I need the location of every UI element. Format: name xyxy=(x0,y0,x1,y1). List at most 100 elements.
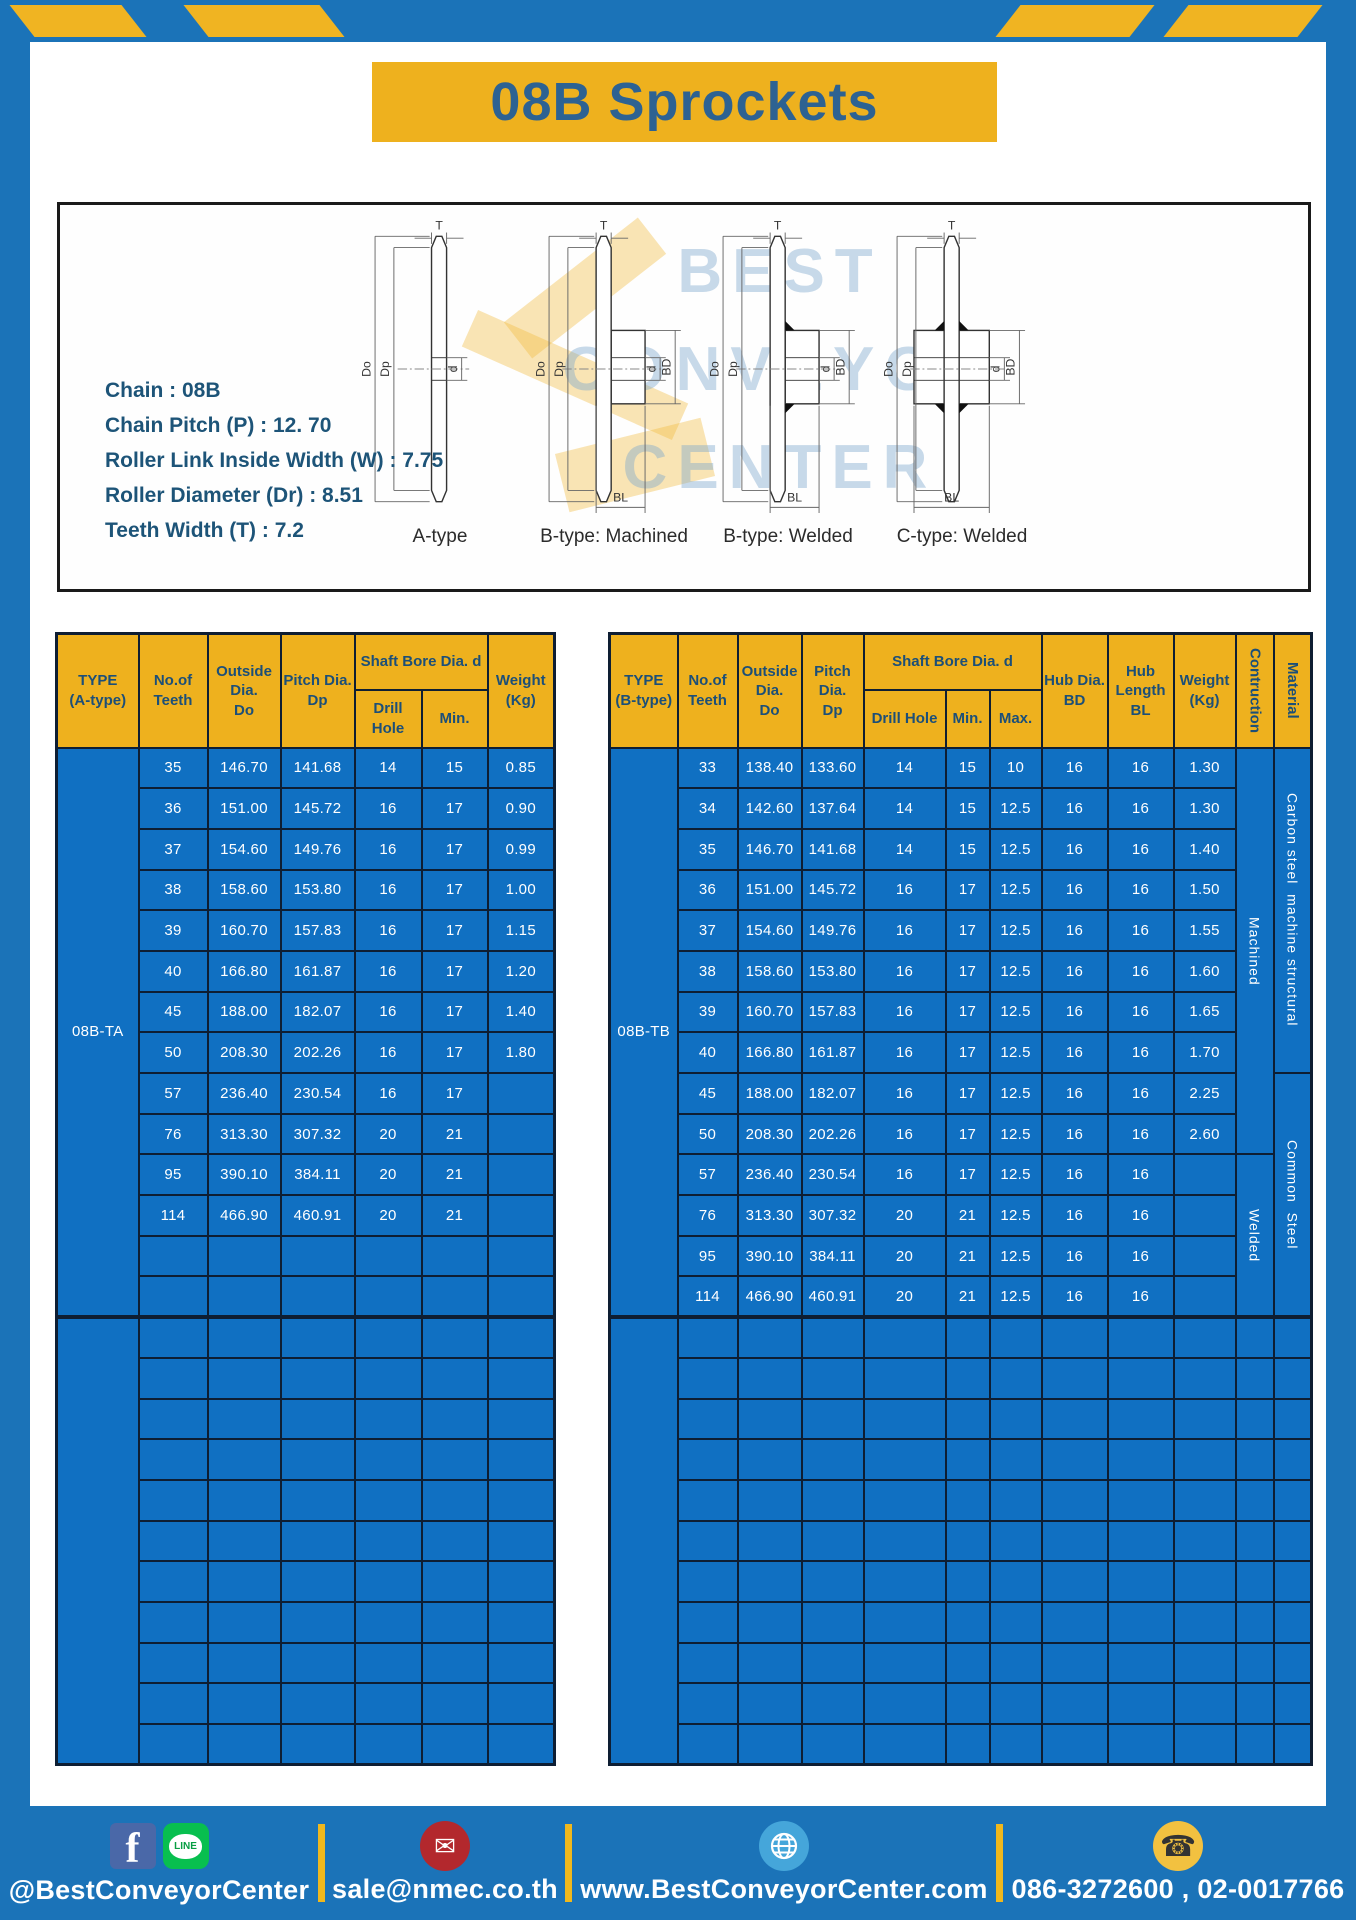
empty-cell xyxy=(279,1234,356,1278)
empty-cell xyxy=(1040,1438,1109,1481)
data-cell: 149.76 xyxy=(800,909,865,952)
footer-website-url: www.BestConveyorCenter.com xyxy=(580,1874,988,1904)
page-left-border xyxy=(0,42,30,1806)
empty-cell xyxy=(420,1478,489,1522)
empty-cell xyxy=(137,1519,209,1563)
data-cell: 188.00 xyxy=(736,1072,803,1115)
empty-cell xyxy=(736,1397,803,1441)
svg-text:Dp: Dp xyxy=(552,361,566,377)
empty-cell xyxy=(944,1560,991,1603)
empty-cell xyxy=(137,1641,209,1685)
top-banner xyxy=(0,0,1356,42)
svg-text:Dp: Dp xyxy=(900,361,914,377)
empty-cell xyxy=(1040,1478,1109,1522)
empty-cell xyxy=(944,1315,991,1359)
empty-cell xyxy=(1272,1438,1313,1481)
data-cell: 16 xyxy=(1106,746,1175,790)
header-construction-label: Contruction xyxy=(1246,648,1264,734)
line-label: LINE xyxy=(169,1833,202,1859)
empty-cell xyxy=(944,1356,991,1400)
data-cell: 12.5 xyxy=(988,990,1043,1034)
empty-cell xyxy=(800,1641,865,1685)
empty-cell xyxy=(862,1519,947,1563)
empty-cell xyxy=(1234,1356,1275,1400)
data-cell: 16 xyxy=(353,949,423,993)
facebook-letter: f xyxy=(125,1826,140,1869)
header-outside-dia: Outside Dia. Do xyxy=(736,632,803,749)
empty-cell xyxy=(486,1194,556,1237)
data-cell: 17 xyxy=(944,1153,991,1197)
empty-cell xyxy=(676,1723,739,1766)
header-weight: Weight (Kg) xyxy=(1172,632,1237,749)
data-cell: 236.40 xyxy=(736,1153,803,1197)
empty-cell xyxy=(736,1682,803,1725)
data-cell: 76 xyxy=(676,1194,739,1237)
data-cell: 10 xyxy=(988,746,1043,790)
header-type: TYPE (A-type) xyxy=(55,632,140,749)
data-cell: 12.5 xyxy=(988,1194,1043,1237)
diagram-caption: A-type xyxy=(412,526,468,547)
data-cell: 57 xyxy=(676,1153,739,1197)
empty-cell xyxy=(944,1519,991,1563)
empty-cell xyxy=(800,1356,865,1400)
empty-cell xyxy=(420,1723,489,1766)
empty-cell xyxy=(137,1315,209,1359)
empty-cell xyxy=(676,1315,739,1359)
data-cell: 114 xyxy=(676,1275,739,1319)
data-cell: 37 xyxy=(676,909,739,952)
data-cell: 40 xyxy=(676,1031,739,1074)
empty-cell xyxy=(1106,1397,1175,1441)
empty-cell xyxy=(736,1438,803,1481)
empty-cell xyxy=(420,1641,489,1685)
data-cell: 16 xyxy=(1106,1234,1175,1278)
empty-cell xyxy=(1272,1397,1313,1441)
empty-cell xyxy=(206,1234,282,1278)
empty-cell xyxy=(944,1641,991,1685)
header-construction: Contruction xyxy=(1234,632,1275,749)
empty-cell xyxy=(1234,1478,1275,1522)
svg-text:T: T xyxy=(600,219,608,233)
data-cell: 16 xyxy=(1040,1153,1109,1197)
material-label: Common Steel xyxy=(1284,1139,1301,1250)
data-cell: 1.30 xyxy=(1172,787,1237,830)
empty-cell xyxy=(206,1560,282,1603)
data-cell: 208.30 xyxy=(736,1112,803,1156)
data-cell: 16 xyxy=(1040,1072,1109,1115)
empty-cell xyxy=(676,1356,739,1400)
footer-email: ✉ sale@nmec.co.th xyxy=(325,1821,565,1905)
empty-cell xyxy=(800,1397,865,1441)
data-cell: 16 xyxy=(862,990,947,1034)
data-cell: 16 xyxy=(353,868,423,912)
empty-cell xyxy=(1234,1641,1275,1685)
header-pitch-dia: Pitch Dia. Dp xyxy=(800,632,865,749)
empty-cell xyxy=(1106,1315,1175,1359)
data-cell: 17 xyxy=(420,827,489,871)
data-cell: 16 xyxy=(353,909,423,952)
empty-cell xyxy=(1106,1438,1175,1481)
empty-cell xyxy=(1172,1682,1237,1725)
diagram-panel: BEST CONVEYOR CENTER Chain : 08B Chain P… xyxy=(57,202,1311,592)
empty-cell xyxy=(1172,1275,1237,1319)
data-cell: 182.07 xyxy=(800,1072,865,1115)
empty-cell xyxy=(1172,1560,1237,1603)
spec-line: Roller Link Inside Width (W) : 7.75 xyxy=(105,449,444,472)
type-label: 08B-TB xyxy=(608,746,679,1319)
empty-cell xyxy=(420,1275,489,1319)
data-cell: 153.80 xyxy=(800,949,865,993)
empty-cell xyxy=(944,1478,991,1522)
data-cell: 161.87 xyxy=(279,949,356,993)
data-cell: 16 xyxy=(1040,1031,1109,1074)
empty-cell xyxy=(676,1438,739,1481)
spec-line: Roller Diameter (Dr) : 8.51 xyxy=(105,484,363,507)
empty-cell xyxy=(486,1641,556,1685)
empty-cell xyxy=(206,1723,282,1766)
footer-phone-numbers: 086-3272600 , 02-0017766 xyxy=(1011,1874,1345,1904)
data-cell: 2.25 xyxy=(1172,1072,1237,1115)
data-cell: 146.70 xyxy=(736,827,803,871)
data-cell: 16 xyxy=(353,1031,423,1074)
empty-cell xyxy=(1040,1723,1109,1766)
data-cell: 12.5 xyxy=(988,1112,1043,1156)
footer-divider xyxy=(996,1824,1003,1902)
data-cell: 35 xyxy=(137,746,209,790)
data-cell: 14 xyxy=(353,746,423,790)
